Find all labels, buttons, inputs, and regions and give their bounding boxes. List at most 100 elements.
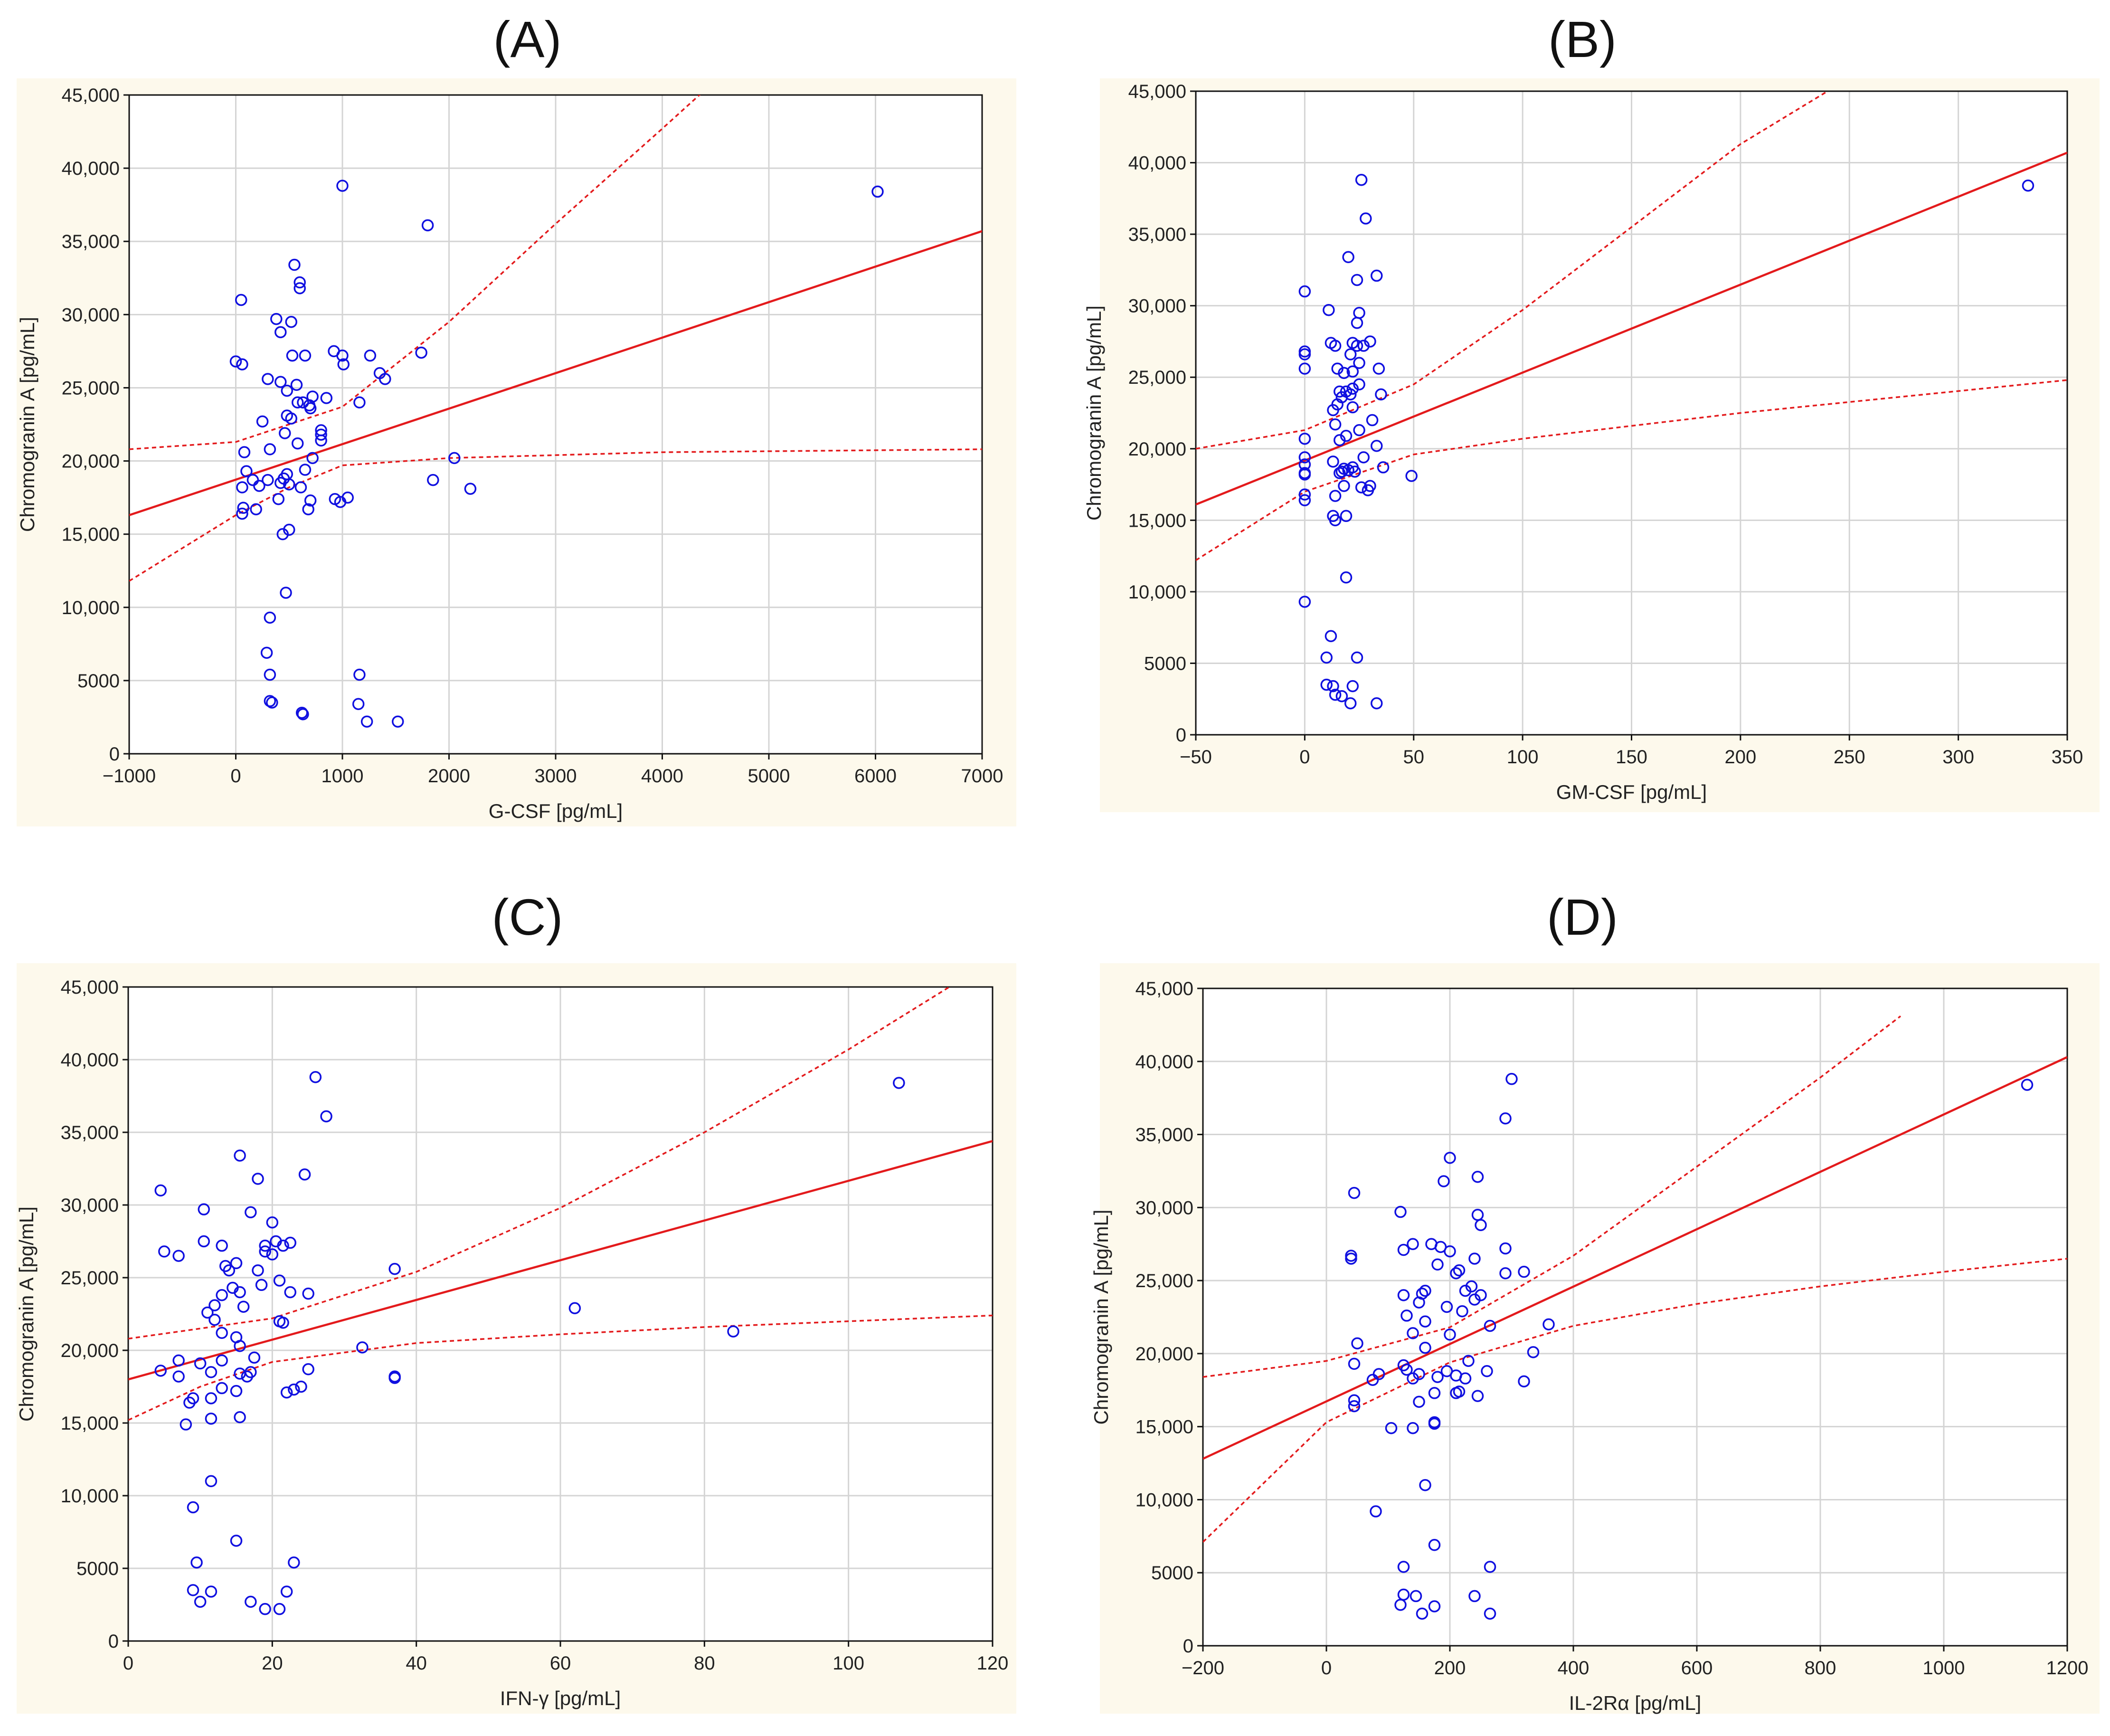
y-tick-label: 45,000 [1128, 81, 1186, 102]
data-point [1377, 461, 1390, 474]
data-point [302, 503, 314, 516]
data-point [1298, 451, 1311, 464]
data-point [1468, 1252, 1481, 1265]
data-point [1431, 1371, 1444, 1383]
data-point [1419, 1479, 1431, 1491]
data-point [154, 1184, 167, 1197]
data-point [223, 1264, 236, 1277]
data-point [427, 474, 439, 486]
y-tick-label: 30,000 [1135, 1197, 1193, 1218]
y-tick-label: 25,000 [62, 378, 120, 398]
data-point [464, 483, 477, 495]
data-point [216, 1354, 228, 1367]
y-axis-label: Chromogranin A [pg/mL] [1083, 305, 1105, 521]
panel-d: (D) −200 0 200 400 600 800 1000 1200 0 5000 10,000… [1055, 868, 2110, 1736]
y-tick-label: 20,000 [1128, 439, 1186, 460]
x-tick-label: −200 [1182, 1658, 1224, 1679]
data-point [264, 443, 276, 455]
y-tick-label: 20,000 [61, 1340, 119, 1361]
y-tick-label: 5000 [77, 671, 120, 692]
data-point [259, 1245, 271, 1258]
data-point [353, 668, 366, 681]
data-point [252, 1264, 264, 1277]
y-tick-label: 10,000 [62, 598, 120, 618]
data-point [1360, 212, 1372, 225]
data-point [1471, 1170, 1484, 1183]
data-point [236, 358, 248, 370]
data-point [1419, 1284, 1431, 1297]
x-axis-label: G-CSF [pg/mL] [489, 800, 623, 822]
confidence-band-lower [1196, 379, 2067, 561]
data-point [1370, 1505, 1382, 1518]
x-tick-label: 3000 [535, 766, 577, 787]
y-tick-label: 45,000 [62, 85, 120, 106]
data-point [1413, 1296, 1425, 1309]
data-point [283, 478, 295, 491]
data-point [198, 1235, 210, 1248]
data-point [2022, 179, 2034, 192]
regression-line [1203, 1056, 2067, 1460]
data-point [1428, 1387, 1441, 1399]
data-point [273, 1603, 286, 1615]
x-tick-label: 7000 [961, 766, 1003, 787]
data-point [356, 1341, 369, 1354]
data-point [277, 1317, 289, 1329]
data-point [1484, 1561, 1496, 1573]
data-point [230, 1535, 243, 1547]
data-point [259, 1239, 271, 1252]
data-point [158, 1245, 170, 1258]
data-point [234, 1367, 246, 1380]
x-tick-label: 40 [406, 1653, 427, 1674]
data-point [255, 1279, 268, 1291]
y-tick-label: 30,000 [1128, 296, 1186, 317]
data-point [259, 1603, 271, 1615]
data-point [1351, 317, 1363, 329]
plot-content [128, 987, 993, 1615]
data-point [364, 349, 377, 362]
data-point [1346, 680, 1359, 693]
data-point [1438, 1175, 1450, 1187]
data-point [1371, 269, 1383, 282]
data-point [1372, 362, 1385, 375]
data-point [205, 1585, 218, 1598]
data-point [1385, 1422, 1398, 1434]
data-point [1499, 1112, 1512, 1125]
data-point [1348, 1400, 1361, 1413]
data-point [1428, 1539, 1441, 1551]
x-tick-label: 60 [550, 1653, 571, 1674]
data-point [208, 1313, 221, 1326]
data-point [1346, 382, 1359, 395]
data-point [245, 1206, 257, 1219]
data-point [285, 315, 297, 328]
data-point [1456, 1305, 1468, 1318]
data-point [1334, 434, 1346, 446]
data-point [1505, 1072, 1518, 1085]
data-point [276, 528, 289, 541]
x-tick-label: 20 [262, 1653, 283, 1674]
data-point [1298, 348, 1311, 360]
data-point [1329, 688, 1342, 701]
panel-c-label: (C) [492, 888, 563, 946]
data-point [293, 282, 306, 294]
data-point [1327, 404, 1339, 417]
data-point [1471, 1390, 1484, 1402]
data-point [281, 384, 293, 397]
data-point [309, 1071, 322, 1083]
data-point [264, 611, 276, 624]
data-point [256, 415, 269, 428]
data-point [230, 1257, 243, 1270]
data-point [1468, 1590, 1481, 1603]
data-point [1459, 1372, 1472, 1385]
data-point [1353, 357, 1365, 369]
data-point [302, 1363, 314, 1376]
data-point [208, 1299, 221, 1311]
data-point [274, 376, 287, 388]
x-tick-label: 200 [1725, 747, 1757, 768]
panel-a-chart: −1000 0 1000 2000 3000 4000 5000 6000 7000050001… [16, 85, 1003, 822]
data-point [277, 1239, 289, 1252]
y-tick-label: 40,000 [61, 1050, 119, 1071]
data-point [264, 668, 276, 681]
x-tick-label: −50 [1180, 747, 1212, 768]
data-point [1419, 1315, 1431, 1328]
data-point [1371, 440, 1383, 452]
